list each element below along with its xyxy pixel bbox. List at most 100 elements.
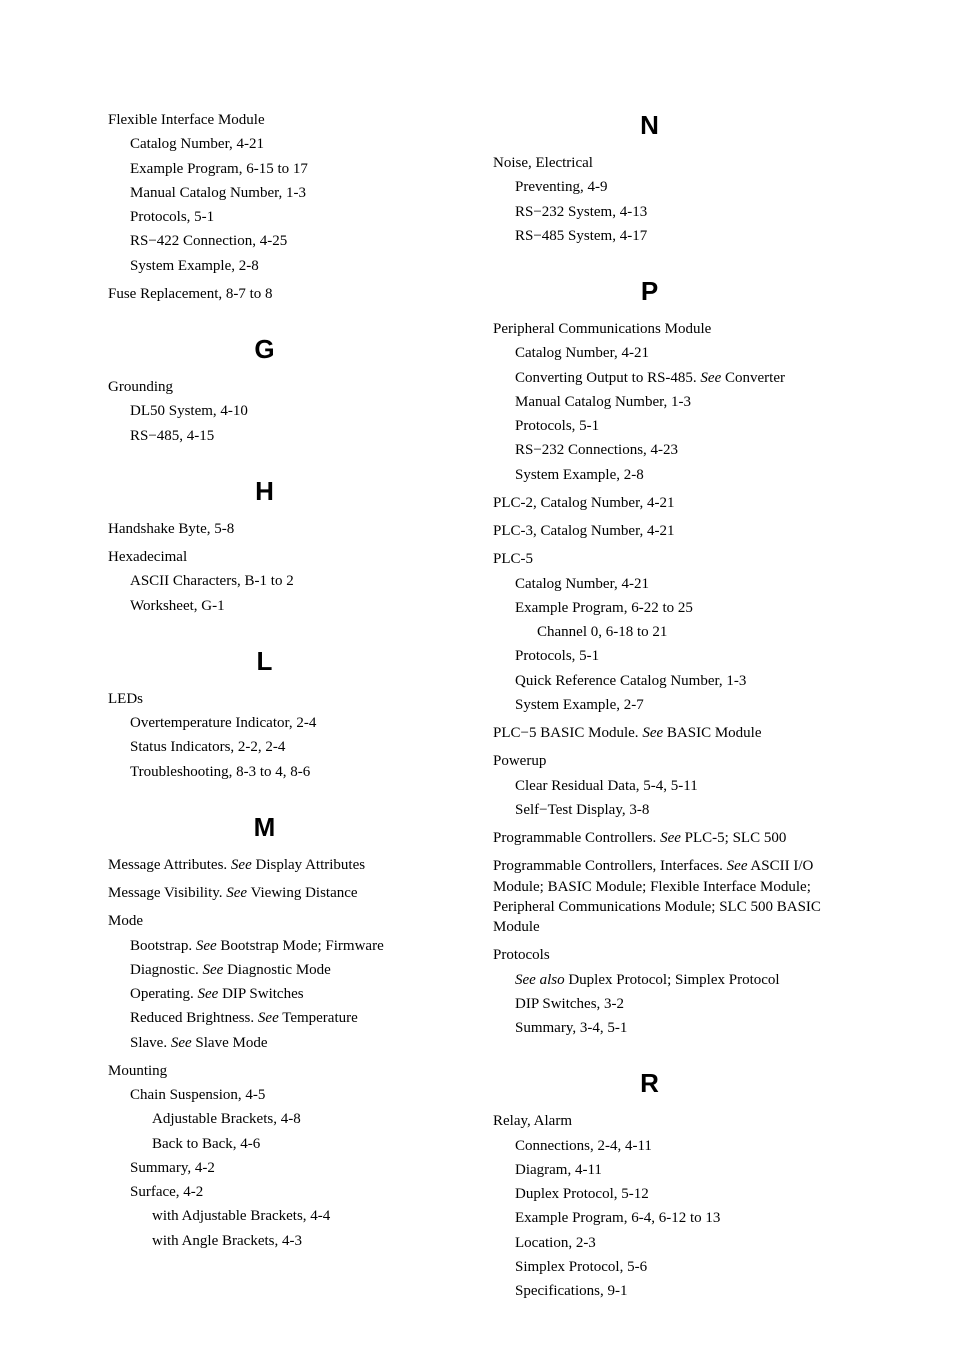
entry-line: Converting Output to RS-485. See Convert… xyxy=(493,368,846,388)
section-heading-p: P xyxy=(453,276,846,307)
entry-line: Manual Catalog Number, 1-3 xyxy=(493,392,846,412)
section-heading-m: M xyxy=(68,812,461,843)
entry-hexadecimal: Hexadecimal ASCII Characters, B-1 to 2 W… xyxy=(108,547,461,616)
entry-line: Message Attributes. See Display Attribut… xyxy=(108,855,461,875)
entry-line: ASCII Characters, B-1 to 2 xyxy=(108,571,461,591)
entry-line: Preventing, 4-9 xyxy=(493,177,846,197)
entry-title: Mode xyxy=(108,911,461,931)
entry-line: Catalog Number, 4-21 xyxy=(493,574,846,594)
see-text: See xyxy=(660,830,681,846)
text: DIP Switches xyxy=(218,986,303,1002)
text: Diagnostic. xyxy=(130,962,203,978)
see-text: See also xyxy=(515,972,565,988)
entry-leds: LEDs Overtemperature Indicator, 2-4 Stat… xyxy=(108,689,461,782)
entry-line: Example Program, 6-15 to 17 xyxy=(108,159,461,179)
text: Converting Output to RS-485. xyxy=(515,370,700,386)
text: Operating. xyxy=(130,986,197,1002)
text: Diagnostic Mode xyxy=(223,962,330,978)
left-column: Flexible Interface Module Catalog Number… xyxy=(108,110,461,1309)
text: PLC-5; SLC 500 xyxy=(681,830,786,846)
text: Display Attributes xyxy=(252,857,365,873)
entry-line: Overtemperature Indicator, 2-4 xyxy=(108,713,461,733)
entry-line: Worksheet, G-1 xyxy=(108,596,461,616)
entry-mounting: Mounting Chain Suspension, 4-5 Adjustabl… xyxy=(108,1061,461,1251)
entry-line: Fuse Replacement, 8-7 to 8 xyxy=(108,284,461,304)
index-columns: Flexible Interface Module Catalog Number… xyxy=(108,110,846,1309)
entry-line: RS−485 System, 4-17 xyxy=(493,226,846,246)
entry-noise: Noise, Electrical Preventing, 4-9 RS−232… xyxy=(493,153,846,246)
entry-grounding: Grounding DL50 System, 4-10 RS−485, 4-15 xyxy=(108,377,461,446)
entry-line: System Example, 2-8 xyxy=(493,465,846,485)
entry-line: Handshake Byte, 5-8 xyxy=(108,519,461,539)
text: Programmable Controllers, Interfaces. xyxy=(493,858,727,874)
see-text: See xyxy=(258,1010,279,1026)
entry-line: RS−422 Connection, 4-25 xyxy=(108,231,461,251)
entry-line: Channel 0, 6-18 to 21 xyxy=(493,622,846,642)
entry-line: Protocols, 5-1 xyxy=(493,646,846,666)
entry-line: RS−485, 4-15 xyxy=(108,426,461,446)
section-heading-h: H xyxy=(68,476,461,507)
text: Slave. xyxy=(130,1035,171,1051)
entry-line: Summary, 4-2 xyxy=(108,1158,461,1178)
entry-line: DL50 System, 4-10 xyxy=(108,401,461,421)
entry-line: Programmable Controllers. See PLC-5; SLC… xyxy=(493,828,846,848)
entry-line: System Example, 2-7 xyxy=(493,695,846,715)
entry-line: Surface, 4-2 xyxy=(108,1182,461,1202)
entry-plc-3: PLC-3, Catalog Number, 4-21 xyxy=(493,521,846,541)
see-text: See xyxy=(196,938,217,954)
section-heading-l: L xyxy=(68,646,461,677)
entry-message-attributes: Message Attributes. See Display Attribut… xyxy=(108,855,461,875)
entry-line: Chain Suspension, 4-5 xyxy=(108,1085,461,1105)
text: PLC−5 BASIC Module. xyxy=(493,725,642,741)
entry-line: Diagnostic. See Diagnostic Mode xyxy=(108,960,461,980)
entry-title: Protocols xyxy=(493,945,846,965)
entry-prog-controllers: Programmable Controllers. See PLC-5; SLC… xyxy=(493,828,846,848)
entry-line: Example Program, 6-4, 6-12 to 13 xyxy=(493,1208,846,1228)
entry-line: Adjustable Brackets, 4-8 xyxy=(108,1109,461,1129)
entry-plc-2: PLC-2, Catalog Number, 4-21 xyxy=(493,493,846,513)
entry-line: Protocols, 5-1 xyxy=(108,207,461,227)
text: Viewing Distance xyxy=(247,885,357,901)
entry-line: with Adjustable Brackets, 4-4 xyxy=(108,1206,461,1226)
text: Message Visibility. xyxy=(108,885,226,901)
text: Slave Mode xyxy=(192,1035,268,1051)
entry-plc5-basic: PLC−5 BASIC Module. See BASIC Module xyxy=(493,723,846,743)
text: Message Attributes. xyxy=(108,857,231,873)
see-text: See xyxy=(226,885,247,901)
entry-line: Reduced Brightness. See Temperature xyxy=(108,1008,461,1028)
entry-line: PLC-2, Catalog Number, 4-21 xyxy=(493,493,846,513)
entry-line: Connections, 2-4, 4-11 xyxy=(493,1136,846,1156)
see-text: See xyxy=(231,857,252,873)
entry-handshake: Handshake Byte, 5-8 xyxy=(108,519,461,539)
entry-line: PLC-3, Catalog Number, 4-21 xyxy=(493,521,846,541)
entry-relay-alarm: Relay, Alarm Connections, 2-4, 4-11 Diag… xyxy=(493,1111,846,1301)
entry-line: Manual Catalog Number, 1-3 xyxy=(108,183,461,203)
entry-line: Status Indicators, 2-2, 2-4 xyxy=(108,737,461,757)
entry-line: Programmable Controllers, Interfaces. Se… xyxy=(493,856,846,937)
entry-title: LEDs xyxy=(108,689,461,709)
entry-powerup: Powerup Clear Residual Data, 5-4, 5-11 S… xyxy=(493,751,846,820)
entry-line: Diagram, 4-11 xyxy=(493,1160,846,1180)
entry-title: Hexadecimal xyxy=(108,547,461,567)
see-text: See xyxy=(203,962,224,978)
section-heading-r: R xyxy=(453,1068,846,1099)
text: Duplex Protocol; Simplex Protocol xyxy=(565,972,780,988)
entry-mode: Mode Bootstrap. See Bootstrap Mode; Firm… xyxy=(108,911,461,1053)
text: Reduced Brightness. xyxy=(130,1010,258,1026)
section-heading-n: N xyxy=(453,110,846,141)
right-column: N Noise, Electrical Preventing, 4-9 RS−2… xyxy=(493,110,846,1309)
see-text: See xyxy=(700,370,721,386)
text: Temperature xyxy=(279,1010,358,1026)
entry-line: RS−232 System, 4-13 xyxy=(493,202,846,222)
entry-line: Catalog Number, 4-21 xyxy=(108,134,461,154)
entry-title: Peripheral Communications Module xyxy=(493,319,846,339)
text: Programmable Controllers. xyxy=(493,830,660,846)
entry-line: Troubleshooting, 8-3 to 4, 8-6 xyxy=(108,762,461,782)
see-text: See xyxy=(642,725,663,741)
entry-line: Example Program, 6-22 to 25 xyxy=(493,598,846,618)
see-text: See xyxy=(727,858,748,874)
entry-peripheral-comm: Peripheral Communications Module Catalog… xyxy=(493,319,846,485)
entry-title: Noise, Electrical xyxy=(493,153,846,173)
entry-line: Specifications, 9-1 xyxy=(493,1281,846,1301)
entry-line: PLC−5 BASIC Module. See BASIC Module xyxy=(493,723,846,743)
